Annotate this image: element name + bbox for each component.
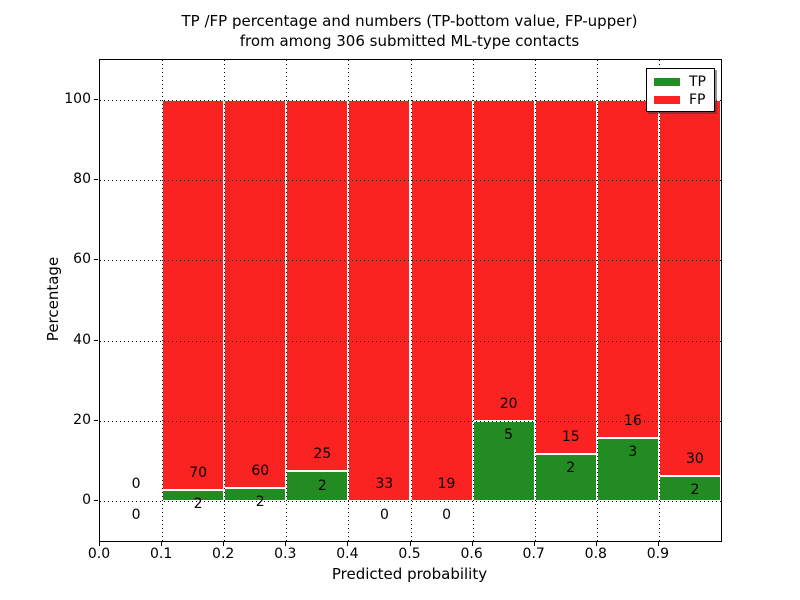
bar-segment-fp (286, 100, 349, 472)
bar-segment-fp (596, 100, 659, 438)
x-tick-mark (347, 541, 349, 546)
y-tick-label: 20 (73, 411, 91, 428)
annotation-fp-count: 60 (251, 463, 270, 480)
chart-title-line2: from among 306 submitted ML-type contact… (239, 32, 580, 50)
annotation-tp-count: 0 (131, 507, 141, 524)
gridline-vertical (410, 60, 412, 541)
bar-segment-fp (534, 100, 597, 454)
annotation-tp-count: 3 (628, 444, 638, 461)
bar-segment-fp (410, 100, 473, 501)
gridline-vertical (596, 60, 598, 541)
x-axis-label: Predicted probability (331, 565, 488, 583)
y-tick-label: 40 (73, 331, 91, 348)
legend-label-tp: TP (689, 74, 706, 90)
gridline-vertical (224, 60, 226, 541)
annotation-fp-count: 33 (375, 476, 394, 493)
gridline-vertical (472, 60, 474, 541)
x-tick-mark (471, 541, 473, 546)
annotation-tp-count: 2 (690, 482, 700, 499)
legend-item-tp: TP (647, 73, 714, 91)
annotation-fp-count: 19 (437, 476, 456, 493)
tp-swatch-icon (654, 78, 680, 86)
annotation-tp-count: 2 (193, 496, 203, 513)
legend: TP FP (646, 68, 715, 112)
x-tick-mark (409, 541, 411, 546)
annotation-tp-count: 0 (442, 507, 452, 524)
annotation-tp-count: 0 (379, 507, 389, 524)
bar-segment-tp (658, 475, 721, 501)
bar-segment-tp (534, 453, 597, 501)
y-axis-label: Percentage (44, 256, 62, 342)
x-tick-label: 0.7 (522, 546, 545, 562)
annotation-tp-count: 5 (504, 427, 514, 444)
bar-segment-fp (348, 100, 411, 501)
x-tick-mark (533, 541, 535, 546)
annotation-fp-count: 15 (561, 428, 580, 445)
y-tick-label: 60 (73, 251, 91, 268)
x-tick-label: 0.4 (336, 546, 359, 562)
chart-title-line1: TP /FP percentage and numbers (TP-bottom… (181, 12, 638, 30)
y-tick-label: 80 (73, 171, 91, 188)
y-tick-mark (93, 259, 98, 261)
bar-segment-tp (472, 420, 535, 501)
bar-segment-fp (224, 100, 287, 488)
x-tick-mark (223, 541, 225, 546)
annotation-fp-count: 30 (686, 451, 704, 468)
fp-swatch-icon (654, 96, 680, 104)
y-tick-label: 100 (64, 91, 91, 108)
legend-label-fp: FP (689, 92, 706, 108)
x-tick-mark (285, 541, 287, 546)
plot-area: 0 0 70 2 60 2 25 2 33 0 19 0 20 5 15 2 16 3 30 2 TP FP (99, 59, 722, 542)
annotation-fp-count: 0 (131, 476, 141, 493)
bar-segment-tp (596, 437, 659, 501)
gridline-vertical (348, 60, 350, 541)
x-tick-label: 0.1 (149, 546, 173, 562)
chart-title: TP /FP percentage and numbers (TP-bottom… (99, 11, 720, 51)
y-tick-mark (93, 339, 98, 341)
y-tick-mark (93, 99, 98, 101)
x-tick-label: 0.6 (460, 546, 483, 562)
gridline-vertical (658, 60, 660, 541)
y-tick-mark (93, 499, 98, 501)
y-tick-mark (93, 179, 98, 181)
x-tick-label: 0.0 (87, 546, 111, 562)
x-tick-mark (99, 541, 100, 546)
annotation-fp-count: 25 (313, 446, 332, 463)
x-tick-label: 0.3 (274, 546, 297, 562)
x-tick-label: 0.8 (584, 546, 607, 562)
x-tick-mark (161, 541, 163, 546)
annotation-tp-count: 2 (566, 460, 576, 477)
bar-segment-fp (658, 100, 721, 476)
x-tick-label: 0.5 (398, 546, 421, 562)
annotation-tp-count: 2 (255, 494, 265, 511)
annotation-fp-count: 70 (189, 464, 208, 481)
gridline-vertical (162, 60, 164, 541)
y-tick-mark (93, 419, 98, 421)
gridline-vertical (286, 60, 288, 541)
annotation-tp-count: 2 (317, 477, 327, 494)
y-tick-label: 0 (82, 491, 91, 508)
x-tick-label: 0.9 (646, 546, 670, 562)
annotation-fp-count: 16 (623, 412, 642, 429)
bar-segment-fp (162, 100, 225, 490)
gridline-vertical (534, 60, 536, 541)
legend-item-fp: FP (647, 91, 714, 109)
x-tick-mark (595, 541, 597, 546)
annotation-fp-count: 20 (499, 395, 518, 412)
x-tick-mark (657, 541, 659, 546)
x-tick-label: 0.2 (212, 546, 235, 562)
